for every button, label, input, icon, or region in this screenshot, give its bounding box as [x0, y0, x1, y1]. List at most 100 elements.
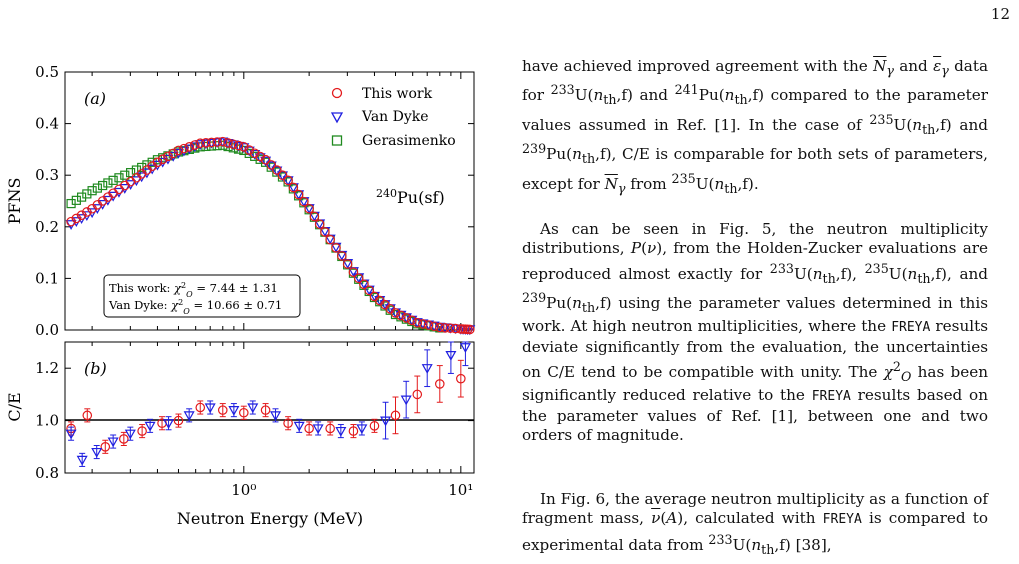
chi-square-box: This work: χ2O = 7.44 ± 1.31 Van Dyke: χ… [103, 274, 301, 318]
ratio-point-van-dyke [400, 395, 412, 406]
data-point-this-work [206, 137, 217, 148]
data-point-this-work [71, 213, 82, 224]
data-point-this-work [445, 323, 456, 333]
data-point-this-work [212, 137, 222, 147]
data-point-this-work [390, 308, 401, 318]
ratio-point-this-work [283, 418, 293, 429]
data-point-van-dyke [265, 161, 277, 172]
data-point-this-work [320, 227, 330, 237]
data-point-gerasimenko [255, 154, 265, 164]
data-point-this-work [450, 323, 461, 334]
panel-a-frame [64, 71, 475, 331]
data-point-this-work [401, 313, 412, 323]
reaction-label: 240Pu(sf) [376, 187, 445, 208]
chi-van-dyke: Van Dyke: χ2O = 10.66 ± 0.71 [108, 298, 282, 316]
x-axis-label: Neutron Energy (MeV) [177, 509, 363, 528]
ratio-point-this-work [239, 407, 249, 418]
data-point-this-work [331, 243, 341, 253]
data-point-gerasimenko [147, 157, 157, 167]
data-point-gerasimenko [125, 168, 136, 178]
ratio-point-van-dyke [144, 421, 156, 432]
ratio-point-van-dyke [269, 411, 282, 422]
data-point-this-work [179, 143, 189, 154]
data-point-gerasimenko [108, 175, 118, 185]
data-point-this-work [364, 285, 375, 296]
chi-this-work: This work: χ2O = 7.44 ± 1.31 [109, 281, 278, 299]
ratio-point-this-work [348, 426, 359, 436]
legend-this-work-marker [331, 87, 343, 99]
ratio-point-van-dyke [335, 426, 347, 437]
ratio-point-van-dyke [107, 437, 119, 448]
ratio-point-van-dyke [459, 343, 471, 353]
data-point-van-dyke [178, 146, 190, 157]
data-point-this-work [353, 273, 364, 284]
data-point-this-work [299, 196, 309, 207]
data-point-this-work [255, 151, 265, 162]
y-tick-label-a: 0.3 [35, 166, 59, 184]
data-point-gerasimenko [250, 151, 260, 161]
legend: This work Van Dyke Gerasimenko [330, 86, 456, 149]
data-point-this-work [304, 203, 314, 214]
ratio-point-van-dyke [247, 403, 259, 414]
data-point-this-work [66, 216, 76, 227]
ratio-point-van-dyke [293, 421, 305, 432]
paragraph-3: In Fig. 6, the average neutron multiplic… [522, 490, 988, 557]
legend-gerasimenko: Gerasimenko [362, 133, 456, 149]
data-point-this-work [266, 160, 277, 170]
panel-b-ylabel: C/E [5, 392, 24, 421]
data-point-this-work [184, 142, 195, 152]
panel-b-frame [64, 341, 475, 474]
x-tick-label: 10⁰ [231, 481, 256, 499]
data-point-this-work [272, 165, 282, 175]
data-point-this-work [260, 154, 271, 165]
data-point-this-work [418, 319, 428, 329]
ratio-point-van-dyke [76, 455, 88, 466]
ratio-point-this-work [260, 405, 271, 415]
ratio-point-van-dyke [445, 351, 457, 361]
y-tick-label-a: 0.5 [35, 63, 59, 81]
data-point-this-work [429, 321, 439, 332]
data-point-this-work [173, 145, 184, 156]
data-point-this-work [82, 207, 92, 217]
data-point-van-dyke [276, 171, 289, 182]
panel-b-tag: (b) [84, 359, 107, 378]
data-point-this-work [249, 148, 260, 159]
data-point-van-dyke [205, 138, 218, 149]
data-point-van-dyke [260, 156, 272, 167]
ratio-point-van-dyke [228, 406, 240, 416]
paragraph-1: have achieved improved agreement with th… [522, 57, 989, 196]
y-tick-label-b: 0.8 [35, 464, 59, 482]
ratio-point-this-work [412, 389, 423, 400]
data-point-gerasimenko [92, 183, 102, 193]
data-point-gerasimenko [103, 178, 113, 188]
data-point-this-work [434, 322, 445, 333]
panel-a-tag: (a) [84, 89, 106, 108]
ratio-point-van-dyke [65, 429, 77, 440]
data-point-gerasimenko [244, 148, 254, 158]
data-point-this-work [125, 176, 136, 187]
data-point-this-work [239, 142, 249, 152]
legend-van-dyke: Van Dyke [361, 109, 429, 125]
data-point-gerasimenko [120, 170, 130, 180]
ratio-point-van-dyke [204, 403, 216, 414]
ratio-point-van-dyke [183, 411, 195, 422]
ratio-point-this-work [369, 421, 380, 431]
ratio-point-this-work [100, 441, 111, 452]
legend-van-dyke-marker [330, 112, 344, 124]
ratio-point-this-work [217, 405, 228, 415]
data-point-this-work [359, 279, 369, 290]
y-tick-label-a: 0.1 [35, 269, 59, 287]
data-point-van-dyke [183, 144, 195, 155]
data-point-this-work [76, 210, 87, 220]
page-number: 12 [990, 5, 1010, 23]
data-point-gerasimenko [114, 173, 124, 183]
data-point-this-work [465, 324, 475, 335]
ratio-point-this-work [195, 402, 206, 413]
data-point-this-work [233, 140, 244, 151]
ratio-point-this-work [456, 373, 466, 384]
ratio-point-van-dyke [163, 419, 175, 429]
data-point-this-work [440, 323, 450, 333]
data-point-this-work [228, 139, 239, 150]
data-point-this-work [223, 138, 233, 148]
paragraph-2: As can be seen in Fig. 5, the neutron mu… [522, 220, 989, 444]
